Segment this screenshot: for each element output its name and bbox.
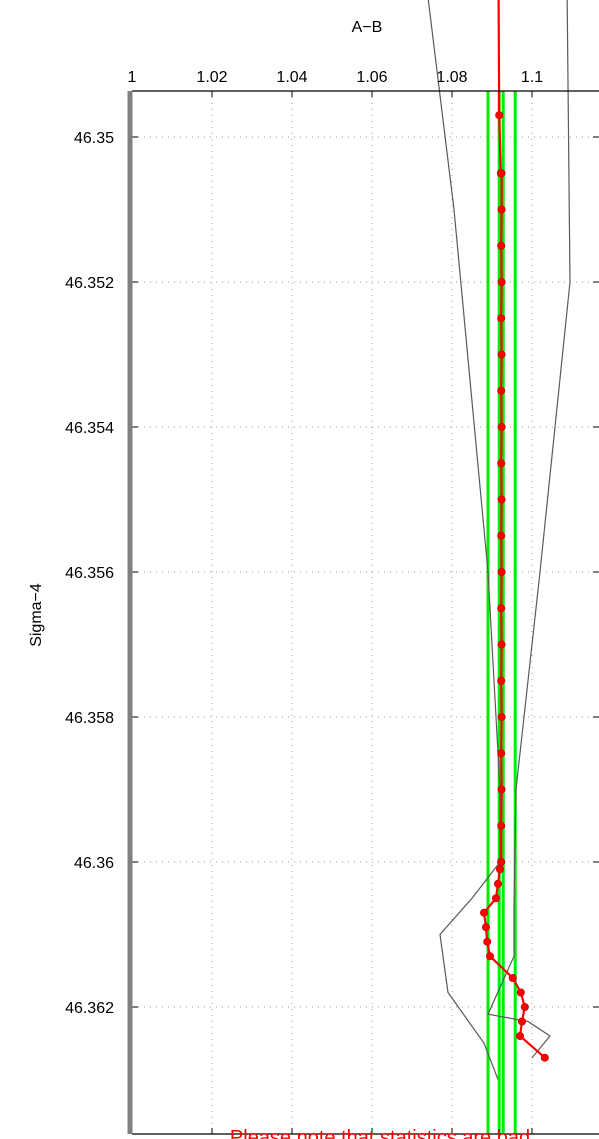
axes bbox=[127, 90, 599, 1135]
y-tick-label: 46.356 bbox=[65, 565, 114, 582]
data-point bbox=[497, 495, 506, 504]
data-point bbox=[495, 111, 504, 120]
grid bbox=[132, 91, 599, 1134]
data-point bbox=[497, 459, 506, 468]
data-point bbox=[497, 350, 506, 359]
series-layer bbox=[427, 0, 571, 1080]
data-point bbox=[497, 821, 506, 830]
data-point bbox=[516, 1032, 525, 1041]
y-tick-label: 46.354 bbox=[65, 420, 114, 437]
x-tick-label: 1.08 bbox=[436, 69, 467, 86]
data-point bbox=[497, 640, 506, 649]
data-point bbox=[483, 937, 492, 946]
data-point bbox=[491, 894, 500, 903]
x-tick-label: 1 bbox=[128, 69, 137, 86]
data-point bbox=[497, 241, 506, 250]
data-point bbox=[481, 923, 490, 932]
data-point bbox=[497, 314, 506, 323]
y-tick-label: 46.358 bbox=[65, 710, 114, 727]
data-point bbox=[520, 1003, 529, 1012]
data-point bbox=[497, 676, 506, 685]
data-point bbox=[497, 785, 506, 794]
x-tick-label: 1.06 bbox=[356, 69, 387, 86]
data-point bbox=[497, 386, 506, 395]
y-tick-label: 46.362 bbox=[65, 1000, 114, 1017]
data-point bbox=[485, 952, 494, 961]
y-tick-label: 46.352 bbox=[65, 275, 114, 292]
data-point bbox=[479, 908, 488, 917]
envelope-line bbox=[487, 0, 571, 1059]
data-point bbox=[508, 974, 517, 983]
data-point bbox=[497, 568, 506, 577]
data-point bbox=[493, 879, 502, 888]
x-axis-label: A−B bbox=[352, 19, 383, 36]
data-point bbox=[495, 865, 504, 874]
data-point bbox=[497, 604, 506, 613]
y-tick-label: 46.36 bbox=[74, 855, 114, 872]
data-point bbox=[516, 988, 525, 997]
x-tick-label: 1.02 bbox=[196, 69, 227, 86]
tick-labels: 1 1.02 1.04 1.06 1.08 1.1 46.35 46.352 46.354 46.… bbox=[65, 69, 543, 1017]
reference-lines bbox=[486, 91, 517, 1134]
data-point bbox=[497, 858, 506, 867]
data-point bbox=[497, 422, 506, 431]
y-axis-label: Sigma−4 bbox=[28, 583, 45, 647]
data-point bbox=[497, 713, 506, 722]
data-point bbox=[540, 1053, 549, 1062]
data-point bbox=[497, 205, 506, 214]
y-tick-label: 46.35 bbox=[74, 130, 114, 147]
envelope-line bbox=[427, 0, 501, 1080]
data-point bbox=[497, 749, 506, 758]
data-point bbox=[497, 531, 506, 540]
x-tick-label: 1.04 bbox=[276, 69, 307, 86]
data-point bbox=[518, 1017, 527, 1026]
data-point bbox=[497, 169, 506, 178]
data-point bbox=[497, 277, 506, 286]
statistics-note: Please note that statistics are bad bbox=[230, 1127, 530, 1139]
x-tick-label: 1.1 bbox=[521, 69, 543, 86]
